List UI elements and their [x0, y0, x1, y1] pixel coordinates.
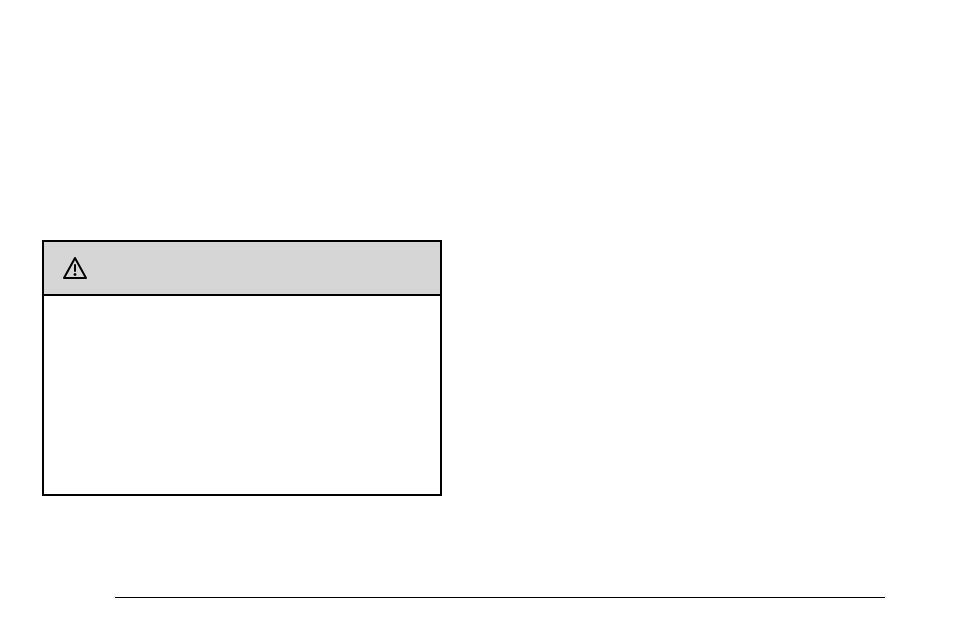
- warning-triangle-icon: [62, 256, 88, 280]
- horizontal-divider: [115, 597, 885, 598]
- warning-callout-body: [44, 296, 440, 494]
- warning-callout-header: [44, 242, 440, 296]
- document-page: [0, 0, 954, 636]
- warning-callout-box: [42, 240, 442, 496]
